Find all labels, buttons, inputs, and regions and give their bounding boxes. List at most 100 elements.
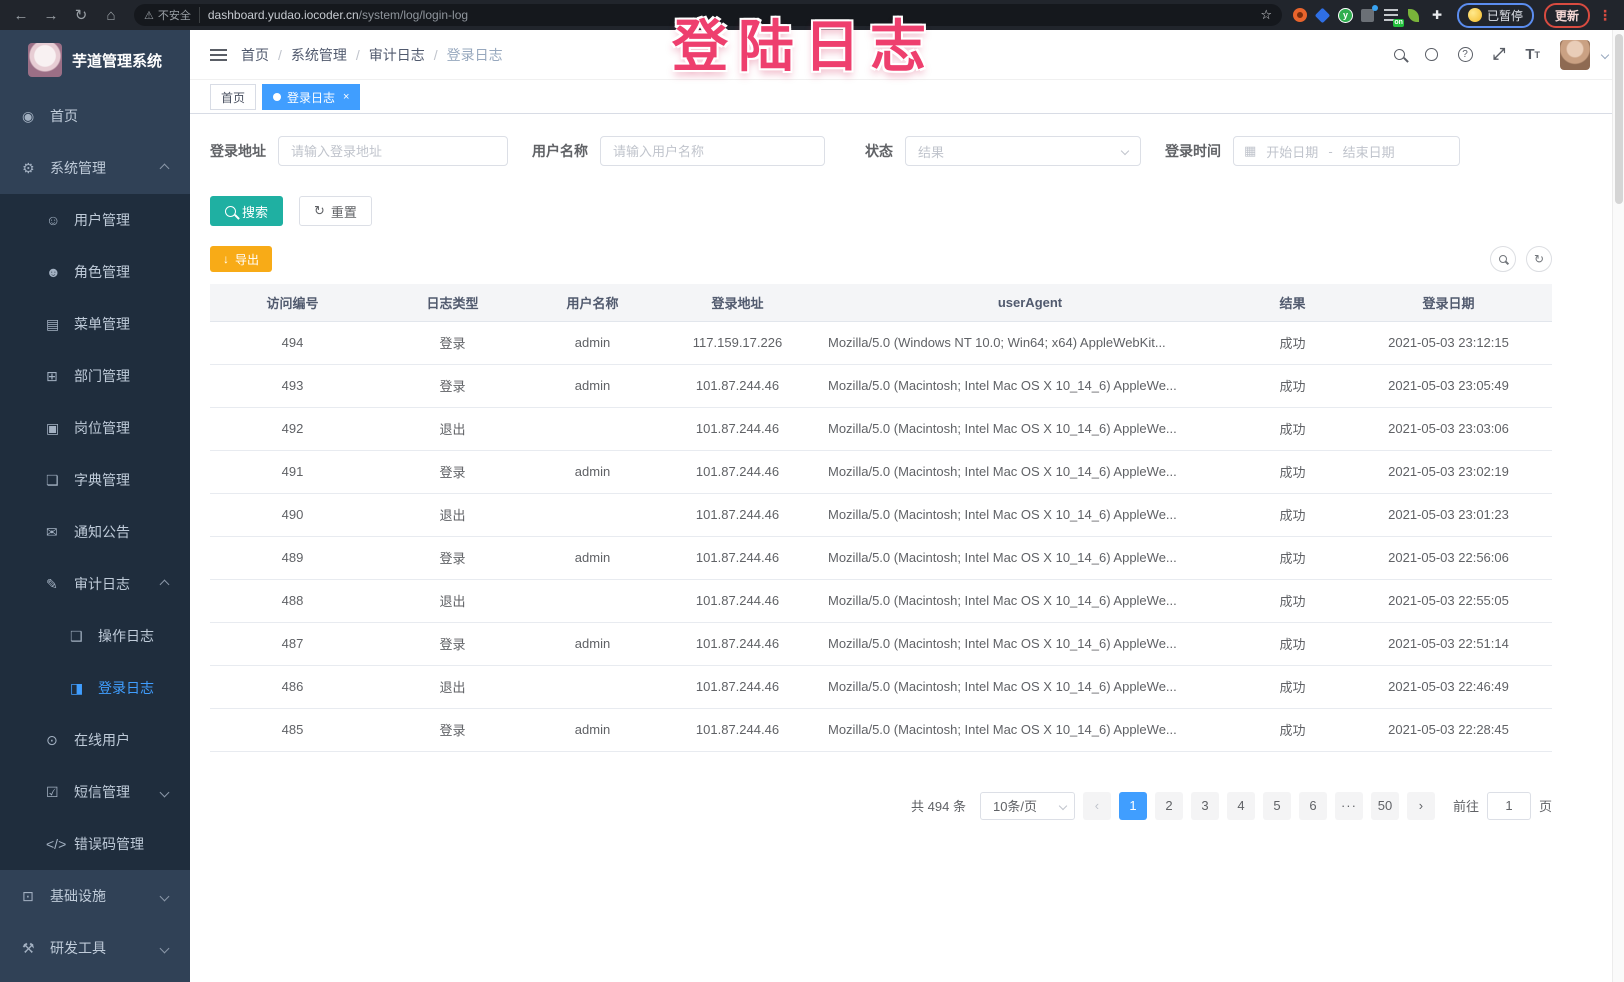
browser-chrome: ← → ↻ ⌂ ⚠ 不安全 dashboard.yudao.iocoder.cn… <box>0 0 1624 30</box>
sidebar-item-dict-management[interactable]: ❏ 字典管理 <box>0 454 190 506</box>
login-time-range-picker[interactable]: ▦ 开始日期 - 结束日期 <box>1233 136 1460 166</box>
home-button[interactable]: ⌂ <box>106 6 116 24</box>
sidebar-item-user-management[interactable]: ☺ 用户管理 <box>0 194 190 246</box>
sidebar-item-notice[interactable]: ✉ 通知公告 <box>0 506 190 558</box>
column-header: 用户名称 <box>530 284 655 322</box>
ext-leaf-icon[interactable] <box>1406 7 1422 23</box>
avatar-dropdown-caret-icon[interactable] <box>1600 50 1610 59</box>
reset-button[interactable]: ↻ 重置 <box>299 196 372 226</box>
tab-active[interactable]: 登录日志 × <box>262 84 361 110</box>
extensions-puzzle-icon[interactable]: ✚ <box>1431 8 1442 22</box>
sidebar-item-system-management[interactable]: ⚙ 系统管理 <box>0 142 190 194</box>
warning-icon: ⚠ <box>144 9 154 22</box>
breadcrumb-item[interactable]: 首页 <box>241 46 269 63</box>
page-button[interactable]: 4 <box>1226 791 1255 820</box>
bookmark-star-icon[interactable]: ☆ <box>1260 7 1272 22</box>
breadcrumb-item[interactable]: 系统管理 <box>290 46 347 63</box>
page-button[interactable]: 50 <box>1370 791 1399 820</box>
overlay-title: 登陆日志 <box>672 15 936 78</box>
sidebar-item-online-user[interactable]: ⊙ 在线用户 <box>0 714 190 766</box>
sidebar-item-operation-log[interactable]: ❑ 操作日志 <box>0 610 190 662</box>
table-cell: 登录 <box>375 536 530 580</box>
page-button[interactable]: 5 <box>1262 791 1291 820</box>
browser-menu-icon[interactable]: ⋮ <box>1598 6 1612 23</box>
sidebar-item-sms-management[interactable]: ☑ 短信管理 <box>0 766 190 818</box>
back-button[interactable]: ← <box>13 6 29 24</box>
search-button[interactable]: 搜索 <box>210 196 284 226</box>
goto-page-input[interactable] <box>1486 791 1531 820</box>
toggle-search-button[interactable] <box>1490 246 1516 272</box>
audit-log-icon: ✎ <box>46 575 58 592</box>
profile-paused-badge[interactable]: 已暂停 <box>1456 2 1534 28</box>
page-button[interactable]: 3 <box>1190 791 1219 820</box>
sidebar-item-post-management[interactable]: ▣ 岗位管理 <box>0 402 190 454</box>
table-cell: 成功 <box>1240 493 1345 537</box>
page-button[interactable]: 2 <box>1154 791 1183 820</box>
app-title: 芋道管理系统 <box>72 52 163 70</box>
sidebar-item-login-log[interactable]: ◨ 登录日志 <box>0 662 190 714</box>
calendar-icon: ▦ <box>1244 143 1257 158</box>
status-select[interactable]: 结果 <box>905 136 1141 166</box>
table-cell: 101.87.244.46 <box>655 708 820 752</box>
sms-icon: ☑ <box>46 783 59 800</box>
sidebar-item-label: 首页 <box>50 108 78 124</box>
sidebar-item-label: 角色管理 <box>74 264 130 280</box>
username-input[interactable] <box>600 136 825 166</box>
sidebar-item-infrastructure[interactable]: ⊡ 基础设施 <box>0 870 190 922</box>
sidebar-item-label: 岗位管理 <box>74 420 130 436</box>
sidebar-item-label: 通知公告 <box>74 524 130 540</box>
docs-help-icon[interactable]: ? <box>1457 47 1473 62</box>
not-secure-chip[interactable]: ⚠ 不安全 <box>144 7 200 23</box>
table-cell: 退出 <box>375 665 530 709</box>
tab-close-icon[interactable]: × <box>343 91 350 103</box>
update-button[interactable]: 更新 <box>1543 2 1590 28</box>
table-cell: 101.87.244.46 <box>655 622 820 666</box>
sidebar-item-audit-log[interactable]: ✎ 审计日志 <box>0 558 190 610</box>
refresh-button[interactable]: ↻ <box>1526 246 1552 272</box>
scrollbar[interactable] <box>1612 30 1624 982</box>
sidebar-item-home[interactable]: ◉ 首页 <box>0 90 190 142</box>
breadcrumb-item[interactable]: 审计日志 <box>368 46 425 63</box>
tabs-bar: 首页 登录日志 × <box>190 80 1624 114</box>
address-bar[interactable]: ⚠ 不安全 dashboard.yudao.iocoder.cn/system/… <box>134 4 1282 26</box>
export-button[interactable]: ↓ 导出 <box>210 246 273 272</box>
ext-grid-icon[interactable] <box>1360 7 1376 23</box>
table-cell: Mozilla/5.0 (Macintosh; Intel Mac OS X 1… <box>820 708 1240 752</box>
user-avatar[interactable] <box>1560 39 1590 70</box>
table-row: 494 登录 admin 117.159.17.226 Mozilla/5.0 (Win… <box>210 321 1552 365</box>
sidebar-item-dev-tools[interactable]: ⚒ 研发工具 <box>0 922 190 974</box>
table-cell: 2021-05-03 22:56:06 <box>1345 536 1552 580</box>
sidebar-item-label: 系统管理 <box>50 160 106 176</box>
tab-item[interactable]: 首页 <box>210 84 257 110</box>
sidebar-item-error-code-management[interactable]: </> 错误码管理 <box>0 818 190 870</box>
hamburger-icon[interactable] <box>210 53 227 56</box>
page-size-select[interactable]: 10条/页 <box>979 791 1075 820</box>
reload-button[interactable]: ↻ <box>74 7 88 24</box>
fullscreen-icon[interactable]: ⤢ <box>1492 45 1506 63</box>
page-button[interactable]: 6 <box>1298 791 1327 820</box>
table-row: 489 登录 admin 101.87.244.46 Mozilla/5.0 (Maci… <box>210 536 1552 580</box>
ext-list-on-icon[interactable]: on <box>1383 7 1404 27</box>
sidebar-item-role-management[interactable]: ☻ 角色管理 <box>0 246 190 298</box>
table-cell <box>530 407 655 451</box>
font-size-icon[interactable]: T <box>1525 46 1540 63</box>
next-page-button[interactable]: › <box>1406 791 1435 820</box>
github-icon[interactable] <box>1424 48 1438 61</box>
sidebar-item-dept-management[interactable]: ⊞ 部门管理 <box>0 350 190 402</box>
ext-green-icon[interactable]: y <box>1337 7 1353 23</box>
login-address-input[interactable] <box>278 136 508 166</box>
column-header: 日志类型 <box>375 284 530 322</box>
ext-blue-gem-icon[interactable] <box>1315 7 1331 23</box>
pagination-more-icon[interactable]: ··· <box>1334 791 1363 820</box>
prev-page-button[interactable]: ‹ <box>1082 791 1111 820</box>
ext-orange-icon[interactable] <box>1292 7 1308 23</box>
table-body: 494 登录 admin 117.159.17.226 Mozilla/5.0 (Win… <box>210 321 1552 752</box>
tab-label: 首页 <box>221 90 246 105</box>
forward-button[interactable]: → <box>43 6 59 24</box>
table-cell <box>530 579 655 623</box>
page-button[interactable]: 1 <box>1118 791 1147 820</box>
sidebar-item-menu-management[interactable]: ▤ 菜单管理 <box>0 298 190 350</box>
user-icon: ☺ <box>46 212 61 228</box>
search-icon[interactable] <box>1393 49 1405 60</box>
scrollbar-thumb[interactable] <box>1615 34 1623 204</box>
